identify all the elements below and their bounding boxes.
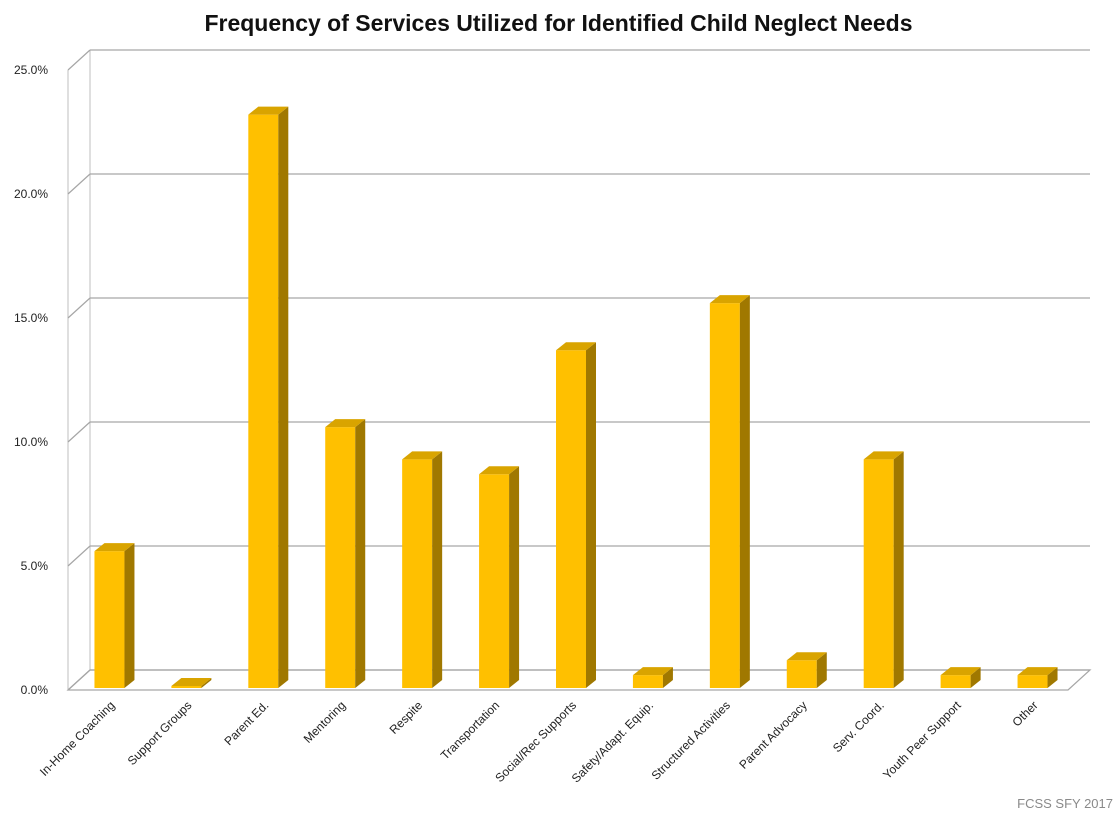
x-tick-label: Serv. Coord.	[830, 698, 887, 755]
x-tick-label: Social/Rec Supports	[492, 698, 579, 785]
x-tick-label: Support Groups	[125, 698, 195, 768]
bar-top	[940, 667, 981, 676]
bar	[1017, 667, 1058, 688]
x-tick-label: Parent Advocacy	[736, 698, 810, 772]
chart-floor	[66, 669, 1092, 691]
bar-top	[556, 342, 596, 351]
bar-front	[709, 303, 740, 688]
bar-front	[325, 427, 356, 688]
y-tick-label: 20.0%	[14, 187, 48, 201]
bar-top	[402, 451, 443, 460]
bars	[94, 106, 1058, 688]
x-tick-label: Respite	[387, 698, 426, 737]
bar	[556, 342, 596, 688]
bar-side	[432, 451, 443, 688]
bar-side	[662, 667, 673, 688]
bar-front	[940, 675, 971, 688]
y-tick-label: 25.0%	[14, 63, 48, 77]
bar-top	[786, 652, 827, 661]
gridline-diagonal	[67, 297, 91, 319]
x-tick-label: In-Home Coaching	[37, 698, 118, 779]
bar	[325, 419, 366, 688]
bar	[786, 652, 827, 688]
bar	[632, 667, 673, 688]
bar-front	[786, 660, 817, 688]
bar-side	[816, 652, 827, 688]
x-tick-label: Parent Ed.	[221, 698, 271, 748]
bar-top	[325, 419, 366, 428]
bar	[479, 466, 520, 688]
bar-top	[171, 678, 212, 686]
bar-top	[94, 543, 135, 552]
bar	[709, 295, 750, 688]
x-tick-label: Mentoring	[301, 698, 349, 746]
bar-top	[248, 106, 289, 115]
x-tick-label: Transportation	[438, 698, 502, 762]
bar-side	[124, 543, 135, 688]
bar-side	[1047, 667, 1058, 688]
source-note: FCSS SFY 2017	[1017, 796, 1113, 811]
x-tick-label: Youth Peer Support	[880, 698, 964, 782]
bar	[94, 543, 135, 688]
bar-side	[970, 667, 981, 688]
bar-side	[893, 451, 904, 688]
bar-top	[709, 295, 750, 304]
bar	[863, 451, 904, 688]
bar-side	[355, 419, 366, 688]
floor-outline	[66, 669, 1092, 691]
bar-front	[556, 350, 586, 688]
gridline-diagonal	[67, 421, 91, 443]
bar-front	[402, 459, 433, 688]
bar-top	[632, 667, 673, 676]
bar-side	[278, 106, 289, 688]
bar-side	[509, 466, 520, 688]
bar-side	[201, 678, 212, 688]
bar-front	[479, 474, 510, 688]
bar-top	[1017, 667, 1058, 676]
bar-side	[586, 342, 596, 688]
x-tick-label: Safety/Adapt. Equip.	[569, 698, 656, 785]
bar-side	[739, 295, 750, 688]
chart-title: Frequency of Services Utilized for Ident…	[204, 10, 913, 36]
x-tick-label: Structured Activities	[649, 698, 733, 782]
y-axis-ticks: 0.0% 5.0% 10.0% 15.0% 20.0% 25.0%	[14, 63, 48, 697]
y-tick-label: 5.0%	[21, 559, 49, 573]
bar-front	[248, 114, 279, 688]
bar-top	[863, 451, 904, 460]
bar-front	[171, 686, 202, 688]
gridline-diagonal	[67, 545, 91, 567]
bar	[402, 451, 443, 688]
bar-front	[94, 551, 125, 688]
gridline-diagonal	[67, 49, 91, 71]
bar	[248, 106, 289, 688]
bar-front	[1017, 675, 1048, 688]
bar-front	[632, 675, 663, 688]
bar	[940, 667, 981, 688]
gridline-diagonal	[67, 173, 91, 195]
x-tick-label: Other	[1010, 698, 1041, 729]
y-tick-label: 15.0%	[14, 311, 48, 325]
y-tick-label: 0.0%	[21, 683, 49, 697]
x-axis-ticks: In-Home Coaching Support Groups Parent Ed.…	[37, 698, 1041, 786]
y-tick-label: 10.0%	[14, 435, 48, 449]
bar	[171, 678, 212, 688]
bar-top	[479, 466, 520, 475]
bar-front	[863, 459, 894, 688]
